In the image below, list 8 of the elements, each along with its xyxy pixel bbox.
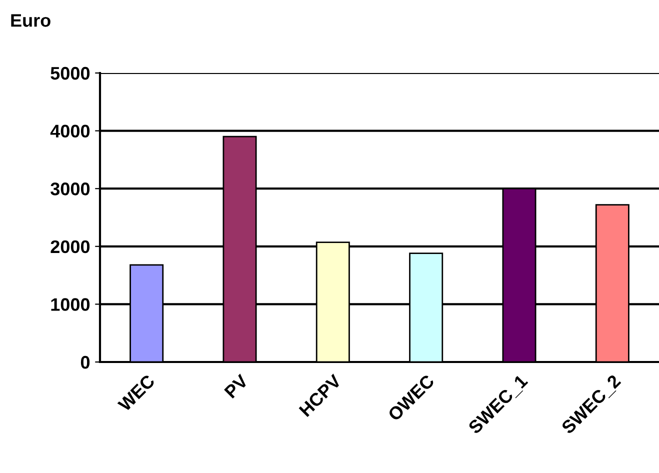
y-tick-label: 0 [80, 356, 90, 369]
y-tick-label: 1000 [51, 298, 90, 311]
y-tick-label: 3000 [50, 182, 90, 196]
x-tick-label: PV [224, 374, 249, 399]
y-tick-label: 5000 [50, 66, 90, 80]
y-axis-title: Euro [11, 14, 50, 27]
y-tick-label: 4000 [50, 124, 90, 138]
y-tick-label: 2000 [50, 240, 90, 254]
